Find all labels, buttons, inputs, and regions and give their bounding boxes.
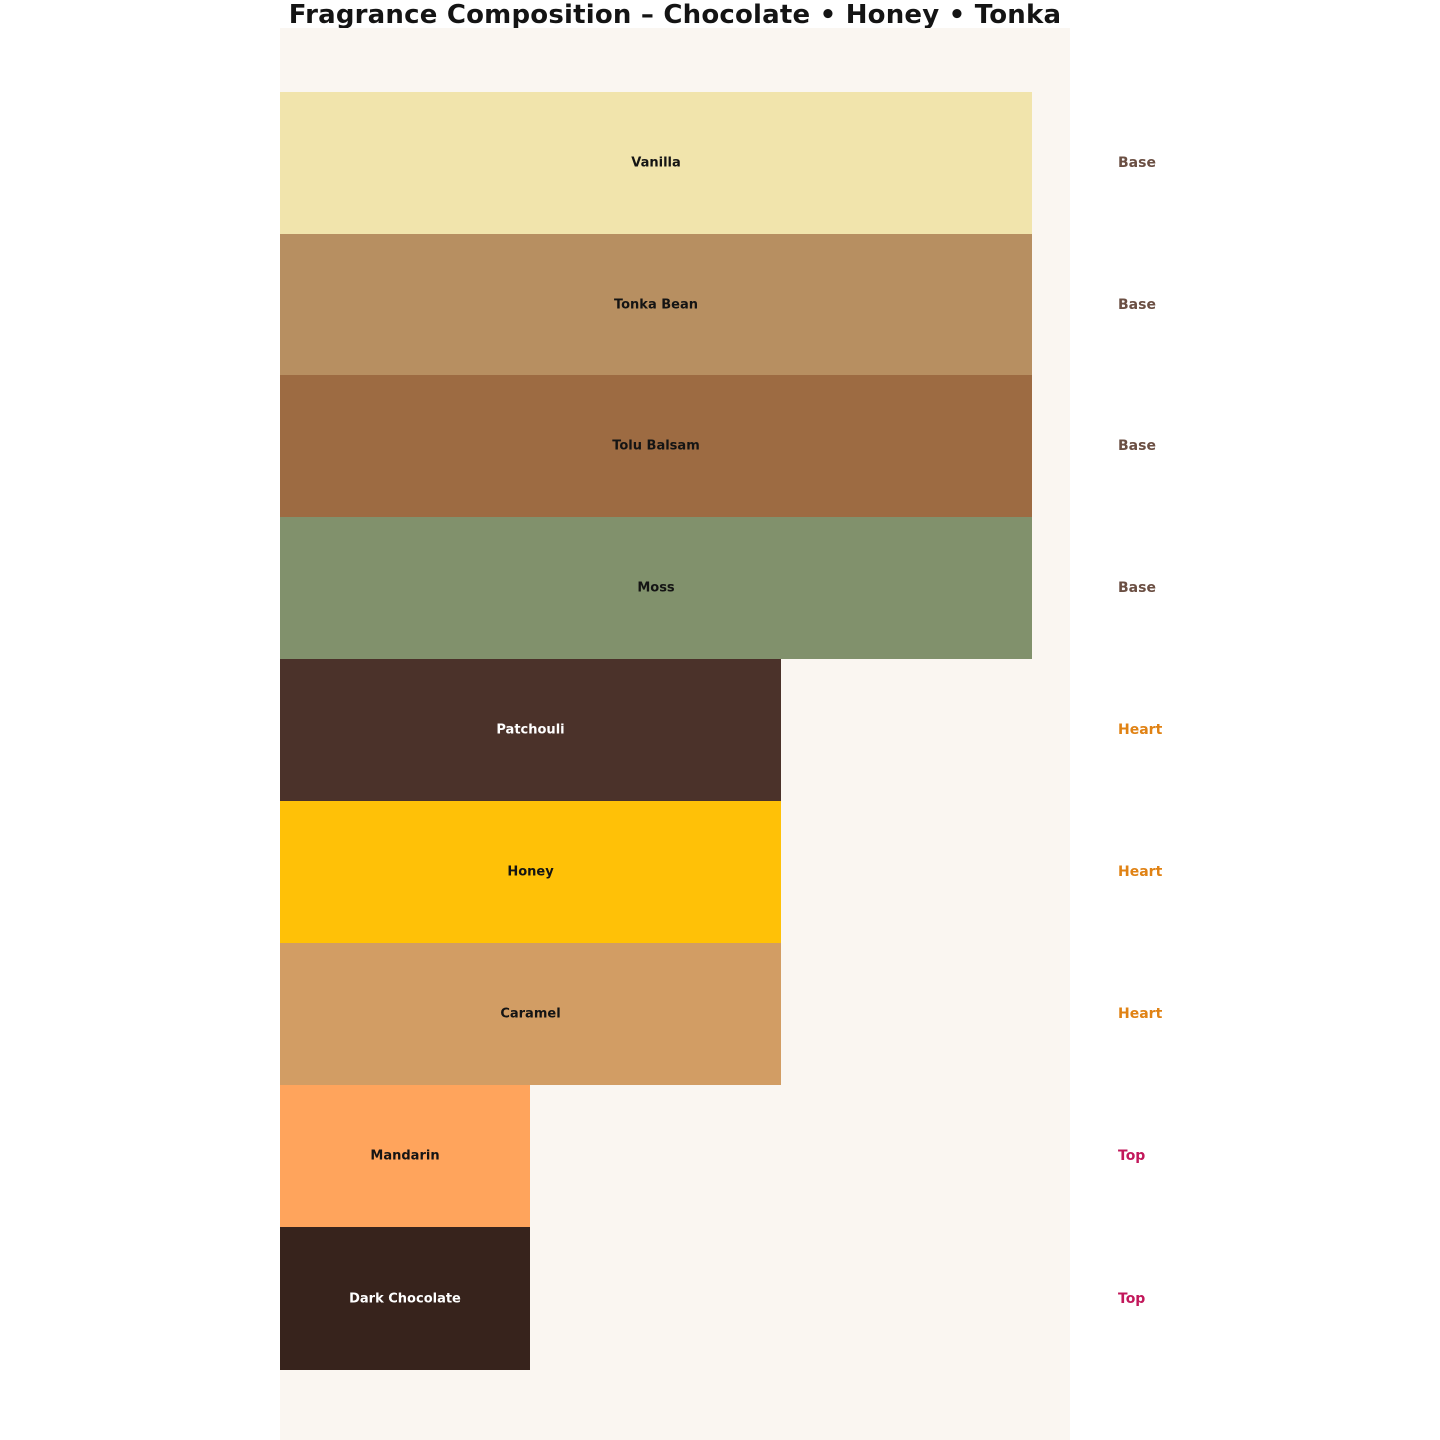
stage-label-base: Base [1118, 296, 1156, 313]
stage-label-heart: Heart [1118, 722, 1163, 738]
bar-rect[interactable] [280, 1227, 530, 1370]
bar-rect[interactable] [280, 801, 781, 943]
bar-row[interactable]: Mandarin [280, 1085, 530, 1227]
chart-title: Fragrance Composition – Chocolate • Hone… [288, 0, 1062, 30]
stage-label-top: Top [1118, 1290, 1146, 1307]
bar-row[interactable]: Moss [280, 517, 1032, 659]
bar-rect[interactable] [280, 943, 781, 1085]
bar-rect[interactable] [280, 1085, 530, 1227]
plot-area: Vanilla Tonka Bean Tolu Balsam Moss Patchoul… [280, 28, 1070, 1440]
stage-label-heart: Heart [1118, 864, 1163, 880]
bar-rect[interactable] [280, 375, 1032, 517]
bar-row[interactable]: Honey [280, 801, 781, 943]
bar-rect[interactable] [280, 517, 1032, 659]
bar-row[interactable]: Patchouli [280, 659, 781, 801]
stage-label-top: Top [1118, 1148, 1146, 1164]
stage-label-base: Base [1118, 438, 1156, 454]
bar-rect[interactable] [280, 234, 1032, 375]
bar-row[interactable]: Tolu Balsam [280, 375, 1032, 517]
bar-row[interactable]: Tonka Bean [280, 234, 1032, 375]
bar-rect[interactable] [280, 659, 781, 801]
bar-row[interactable]: Vanilla [280, 92, 1032, 234]
stage-annotation-layer: Base Base Base Base Heart Heart Heart Top Top [1070, 28, 1440, 1440]
bar-row[interactable]: Caramel [280, 943, 781, 1085]
stage-label-base: Base [1118, 580, 1156, 596]
stage-label-base: Base [1118, 155, 1156, 171]
bars-layer: Vanilla Tonka Bean Tolu Balsam Moss Patchoul… [280, 28, 1070, 1440]
stage-label-heart: Heart [1118, 1006, 1163, 1022]
bar-rect[interactable] [280, 92, 1032, 234]
bar-row[interactable]: Dark Chocolate [280, 1227, 530, 1370]
